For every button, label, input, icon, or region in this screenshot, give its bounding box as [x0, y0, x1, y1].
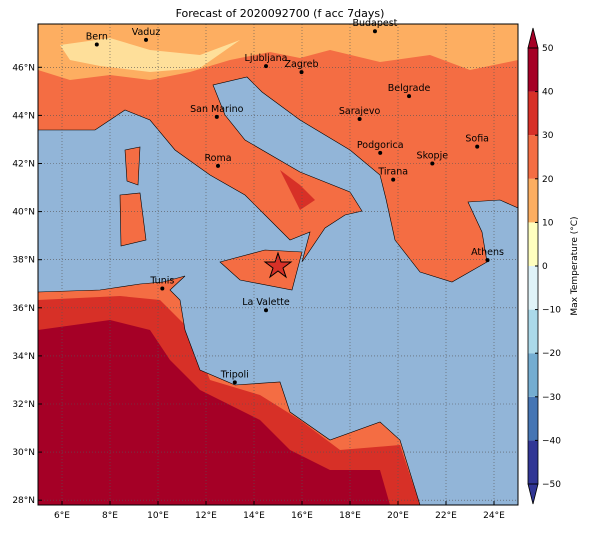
city-dot	[216, 163, 220, 168]
city-label: Sofia	[465, 134, 489, 145]
colorbar-tick-label: −40	[542, 436, 561, 446]
city-label: Tripoli	[220, 369, 249, 380]
colorbar-band	[528, 48, 538, 92]
city-dot	[264, 308, 268, 313]
colorbar-label: Max Temperature (°C)	[570, 216, 580, 315]
city-label: Zagreb	[285, 59, 319, 70]
colorbar-band	[528, 135, 538, 179]
city-label: Vaduz	[132, 27, 161, 38]
city-dot	[264, 64, 268, 69]
colorbar-band	[528, 178, 538, 223]
map-frame	[37, 23, 519, 506]
colorbar-band	[528, 222, 538, 266]
colorbar: −50 −40 −30 −20 −10 0 10 20 30 40 50	[527, 27, 561, 505]
city-label: Athens	[471, 247, 504, 258]
city-dot	[160, 286, 165, 291]
x-tick-label: 14°E	[243, 511, 265, 521]
y-tick-label: 38°N	[12, 256, 35, 266]
city-label: Podgorica	[357, 140, 404, 151]
city-dot	[372, 29, 377, 34]
colorbar-tick-label: −10	[542, 306, 561, 316]
x-tick-label: 10°E	[147, 511, 169, 521]
colorbar-tick-label: 0	[542, 262, 548, 272]
colorbar-extend-bottom	[527, 483, 539, 505]
city-dot	[485, 258, 490, 263]
colorbar-band	[528, 266, 538, 310]
city-dot	[378, 150, 383, 155]
colorbar-band	[528, 91, 538, 136]
x-tick-label: 16°E	[291, 511, 313, 521]
colorbar-tick-label: 10	[542, 218, 554, 228]
city-label: Ljubljana	[245, 53, 288, 64]
city-label: Tunis	[149, 276, 174, 287]
hot-patch	[280, 170, 315, 210]
city-dot	[214, 114, 219, 119]
y-tick-label: 44°N	[12, 111, 35, 121]
x-tick-label: 8°E	[102, 511, 118, 521]
city-dot	[357, 116, 362, 121]
y-tick-label: 36°N	[12, 304, 35, 314]
city-label: Roma	[204, 153, 231, 164]
star-marker	[263, 251, 293, 279]
colorbar-band	[528, 309, 538, 354]
colorbar-band	[528, 440, 538, 484]
city-label: Sarajevo	[339, 106, 381, 117]
city-label: Bern	[86, 31, 108, 42]
city-dot	[94, 42, 99, 47]
x-tick-label: 6°E	[54, 511, 70, 521]
title: Forecast of 2020092700 (f acc 7days)	[176, 7, 385, 20]
y-tick-label: 46°N	[12, 63, 35, 73]
city-label: Tirana	[377, 167, 408, 178]
corsica	[124, 146, 141, 186]
grid: 6°E 8°E 10°E 12°E 14°E 16°E 18°E 20°E 22°E 24°E 28…	[12, 24, 518, 521]
colorbar-tick-label: 40	[542, 88, 554, 98]
y-tick-label: 40°N	[12, 208, 35, 218]
city-dot	[430, 161, 435, 166]
city-dot	[232, 380, 237, 385]
city-label: Belgrade	[388, 83, 431, 94]
x-tick-label: 24°E	[483, 511, 505, 521]
city-label: Budapest	[352, 18, 397, 29]
x-tick-label: 22°E	[435, 511, 457, 521]
city-label: La Valette	[242, 297, 290, 308]
x-tick-label: 20°E	[387, 511, 409, 521]
colorbar-tick-label: −30	[542, 393, 561, 403]
africa-hottest	[38, 320, 390, 505]
city-dot	[407, 94, 412, 99]
sicily	[219, 249, 303, 291]
x-tick-label: 18°E	[339, 511, 361, 521]
city-dot	[475, 144, 480, 149]
colorbar-tick-label: −50	[542, 480, 561, 490]
y-tick-label: 30°N	[12, 448, 35, 458]
colorbar-tick-label: 30	[542, 131, 554, 141]
colorbar-tick-label: 50	[542, 44, 554, 54]
colorbar-band	[528, 353, 538, 397]
city-dot	[144, 37, 148, 42]
y-tick-label: 32°N	[12, 400, 35, 410]
x-tick-label: 12°E	[195, 511, 217, 521]
colorbar-tick-label: −20	[542, 349, 561, 359]
city-label: San Marino	[190, 104, 243, 115]
colorbar-extend-top	[527, 27, 539, 49]
city-dot	[391, 177, 396, 182]
map-area	[38, 24, 518, 505]
city-label: Skopje	[417, 150, 449, 161]
y-tick-label: 42°N	[12, 159, 35, 169]
colorbar-tick-label: 20	[542, 175, 554, 185]
y-tick-label: 34°N	[12, 352, 35, 362]
alps-cool	[60, 38, 240, 72]
y-tick-label: 28°N	[12, 496, 35, 506]
sardinia	[119, 192, 147, 247]
colorbar-band	[528, 396, 538, 441]
city-dot	[299, 70, 304, 75]
